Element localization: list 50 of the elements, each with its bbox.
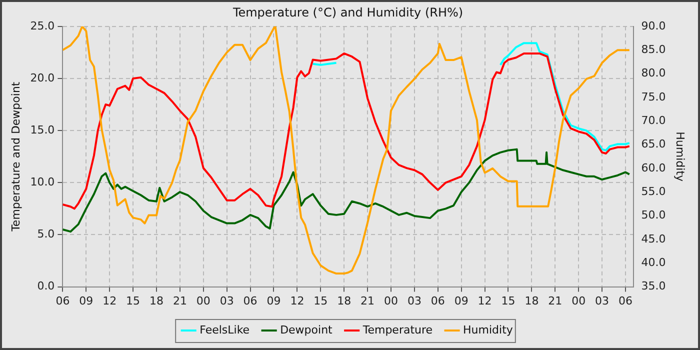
y2-tick-label: 45.0 [641, 232, 666, 246]
x-tick-label: 06 [430, 294, 445, 308]
y-tick-label: 5.0 [37, 228, 55, 241]
x-tick-label: 09 [79, 294, 94, 308]
x-tick-label: 15 [501, 294, 516, 308]
legend-label: FeelsLike [200, 323, 250, 336]
x-tick-label: 06 [243, 294, 258, 308]
x-tick-label: 03 [407, 294, 422, 308]
y2-tick-label: 40.0 [641, 256, 666, 269]
x-tick-label: 09 [266, 294, 281, 308]
x-tick-label: 18 [524, 294, 539, 308]
y-tick-label: 15.0 [30, 123, 55, 136]
y2-axis-title: Humidity [674, 132, 687, 182]
x-tick-label: 12 [102, 294, 117, 308]
y2-tick-label: 75.0 [641, 90, 666, 104]
y2-tick-label: 50.0 [641, 208, 666, 222]
x-tick-label: 21 [172, 294, 187, 308]
x-tick-label: 18 [149, 294, 164, 308]
y2-tick-label: 60.0 [641, 161, 666, 174]
x-tick-label: 15 [314, 294, 328, 308]
x-tick-label: 03 [220, 294, 234, 308]
y2-tick-label: 65.0 [641, 138, 666, 151]
y2-tick-label: 80.0 [641, 66, 666, 80]
legend-label: Temperature [362, 323, 433, 336]
y-tick-label: 20.0 [30, 71, 55, 84]
y2-tick-label: 35.0 [641, 280, 666, 293]
x-tick-label: 09 [454, 294, 468, 308]
x-tick-label: 03 [595, 294, 610, 308]
x-tick-label: 15 [126, 294, 140, 308]
y2-tick-label: 70.0 [641, 114, 666, 127]
x-tick-label: 06 [618, 294, 632, 308]
y2-tick-label: 85.0 [641, 42, 666, 56]
x-tick-label: 06 [56, 294, 70, 308]
y2-tick-label: 55.0 [641, 184, 666, 198]
chart-title: Temperature (°C) and Humidity (RH%) [232, 5, 464, 20]
legend-label: Dewpoint [280, 323, 334, 336]
x-tick-label: 21 [360, 294, 375, 308]
x-tick-label: 12 [290, 294, 304, 308]
y-tick-label: 0.0 [37, 280, 55, 293]
x-tick-label: 12 [478, 294, 492, 308]
y-tick-label: 10.0 [30, 176, 55, 188]
y-axis-title: Temperature and Dewpoint [9, 81, 22, 232]
x-tick-label: 21 [548, 294, 562, 308]
y-tick-label: 25.0 [30, 19, 55, 32]
x-tick-label: 00 [196, 294, 210, 308]
legend-label: Humidity [463, 323, 514, 336]
x-tick-label: 00 [572, 294, 586, 308]
x-tick-label: 00 [384, 294, 398, 308]
y2-tick-label: 90.0 [641, 19, 666, 32]
x-tick-label: 18 [337, 294, 352, 308]
